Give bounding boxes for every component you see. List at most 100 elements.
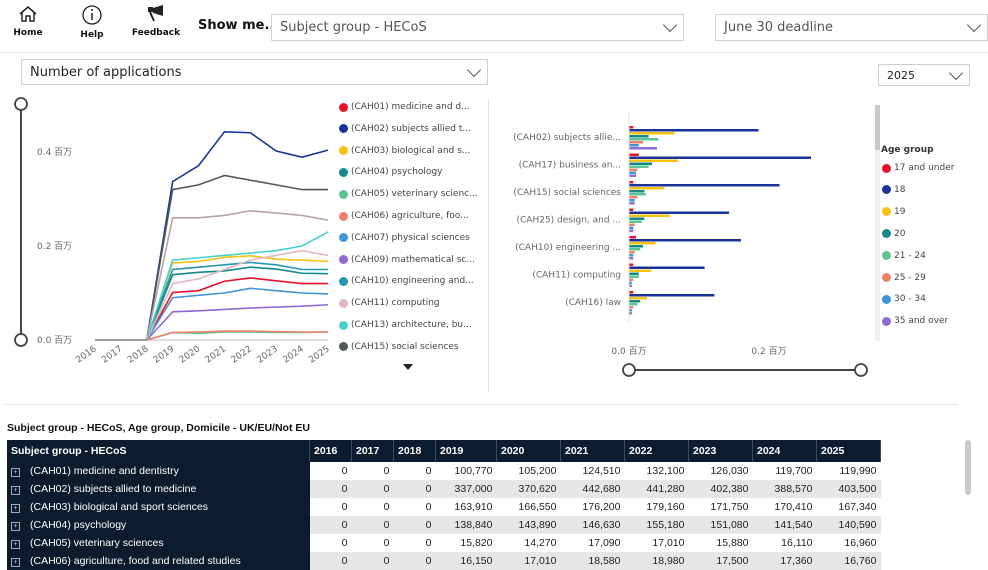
bar[interactable] bbox=[629, 245, 643, 248]
row-header[interactable]: + (CAH02) subjects allied to medicine bbox=[7, 480, 310, 498]
row-header[interactable]: + (CAH06) agriculture, food and related s… bbox=[7, 552, 310, 570]
bar[interactable] bbox=[629, 220, 642, 224]
bar[interactable] bbox=[629, 257, 634, 260]
bar[interactable] bbox=[629, 266, 705, 270]
bar[interactable] bbox=[629, 208, 634, 212]
bar[interactable] bbox=[629, 138, 659, 141]
bar[interactable] bbox=[629, 281, 632, 285]
home-button[interactable]: Home bbox=[3, 4, 53, 38]
age-legend-item[interactable]: 30 - 34 bbox=[882, 294, 926, 304]
column-header[interactable]: 2017 bbox=[351, 440, 394, 462]
bar[interactable] bbox=[629, 126, 634, 129]
bar[interactable] bbox=[629, 269, 652, 273]
bar[interactable] bbox=[629, 132, 675, 135]
bar[interactable] bbox=[629, 239, 741, 242]
bar[interactable] bbox=[629, 144, 639, 147]
expand-icon[interactable]: + bbox=[11, 522, 20, 531]
bar[interactable] bbox=[629, 187, 664, 190]
bar[interactable] bbox=[629, 242, 656, 245]
legend-item[interactable]: (CAH03) biological and s... bbox=[339, 146, 470, 156]
expand-icon[interactable]: + bbox=[11, 558, 20, 567]
age-legend-item[interactable]: 35 and over bbox=[882, 316, 948, 326]
bar[interactable] bbox=[629, 162, 653, 166]
bar[interactable] bbox=[629, 202, 635, 205]
bar[interactable] bbox=[629, 165, 649, 169]
legend-item[interactable]: (CAH05) veterinary scienc... bbox=[339, 189, 478, 199]
column-header[interactable]: 2019 bbox=[435, 440, 497, 462]
bar[interactable] bbox=[629, 171, 636, 175]
legend-item[interactable]: (CAH15) social sciences bbox=[339, 342, 459, 352]
bar[interactable] bbox=[629, 294, 715, 297]
column-header[interactable]: 2016 bbox=[309, 440, 352, 462]
age-legend-item[interactable]: 19 bbox=[882, 207, 905, 217]
x-slider-left-handle[interactable] bbox=[622, 363, 636, 377]
bar[interactable] bbox=[629, 312, 632, 315]
bar[interactable] bbox=[629, 309, 632, 312]
column-header[interactable]: 2022 bbox=[624, 440, 689, 462]
column-header[interactable]: 2018 bbox=[393, 440, 436, 462]
column-header[interactable]: Subject group - HECoS bbox=[7, 440, 310, 462]
bar[interactable] bbox=[629, 223, 635, 227]
bar-legend-scrollbar[interactable] bbox=[875, 105, 880, 341]
table-scrollbar[interactable] bbox=[965, 440, 971, 495]
legend-item[interactable]: (CAH02) subjects allied t... bbox=[339, 124, 471, 134]
year-dropdown[interactable]: 2025 bbox=[878, 64, 970, 86]
bar[interactable] bbox=[629, 196, 638, 199]
column-header[interactable]: 2024 bbox=[752, 440, 817, 462]
bar[interactable] bbox=[629, 159, 678, 163]
bar[interactable] bbox=[629, 229, 634, 233]
bar[interactable] bbox=[629, 147, 657, 150]
bar[interactable] bbox=[629, 184, 780, 187]
bar[interactable] bbox=[629, 300, 641, 303]
expand-icon[interactable]: + bbox=[11, 504, 20, 513]
column-header[interactable]: 2023 bbox=[688, 440, 753, 462]
age-legend-item[interactable]: 20 bbox=[882, 229, 905, 239]
expand-icon[interactable]: + bbox=[11, 540, 20, 549]
column-header[interactable]: 2020 bbox=[496, 440, 561, 462]
bar[interactable] bbox=[629, 248, 641, 251]
bar[interactable] bbox=[629, 193, 646, 196]
bar[interactable] bbox=[629, 275, 639, 279]
bar[interactable] bbox=[629, 236, 636, 239]
bar[interactable] bbox=[629, 211, 730, 215]
legend-item[interactable]: (CAH07) physical sciences bbox=[339, 233, 470, 243]
bar[interactable] bbox=[629, 284, 632, 288]
bar[interactable] bbox=[629, 129, 759, 132]
y-slider-top-handle[interactable] bbox=[14, 97, 28, 111]
legend-item[interactable]: (CAH13) architecture, bu... bbox=[339, 320, 472, 330]
bar[interactable] bbox=[629, 199, 635, 202]
subject-group-dropdown[interactable]: Subject group - HECoS bbox=[271, 14, 684, 41]
expand-icon[interactable]: + bbox=[11, 468, 20, 477]
column-header[interactable]: 2025 bbox=[816, 440, 881, 462]
row-header[interactable]: + (CAH01) medicine and dentistry bbox=[7, 462, 310, 480]
bar[interactable] bbox=[629, 168, 638, 172]
bar[interactable] bbox=[629, 278, 634, 282]
deadline-dropdown[interactable]: June 30 deadline bbox=[715, 14, 988, 41]
age-legend-item[interactable]: 17 and under bbox=[882, 163, 954, 173]
bar[interactable] bbox=[629, 226, 634, 230]
bar[interactable] bbox=[629, 217, 645, 221]
bar[interactable] bbox=[629, 214, 670, 218]
bar[interactable] bbox=[629, 135, 649, 138]
legend-item[interactable]: (CAH09) mathematical sc... bbox=[339, 255, 475, 265]
legend-item[interactable]: (CAH06) agriculture, foo... bbox=[339, 211, 469, 221]
bar[interactable] bbox=[629, 291, 634, 294]
row-header[interactable]: + (CAH05) veterinary sciences bbox=[7, 534, 310, 552]
legend-item[interactable]: (CAH10) engineering and... bbox=[339, 276, 474, 286]
y-slider-bottom-handle[interactable] bbox=[14, 333, 28, 347]
bar[interactable] bbox=[629, 190, 645, 193]
measure-dropdown[interactable]: Number of applications bbox=[21, 59, 488, 85]
column-header[interactable]: 2021 bbox=[560, 440, 625, 462]
legend-item[interactable]: (CAH01) medicine and d... bbox=[339, 102, 470, 112]
bar[interactable] bbox=[629, 263, 634, 267]
row-header[interactable]: + (CAH04) psychology bbox=[7, 516, 310, 534]
bar[interactable] bbox=[629, 251, 635, 254]
age-legend-item[interactable]: 18 bbox=[882, 185, 905, 195]
age-legend-item[interactable]: 21 - 24 bbox=[882, 251, 926, 261]
bar[interactable] bbox=[629, 153, 639, 157]
legend-item[interactable]: (CAH04) psychology bbox=[339, 167, 442, 177]
bar[interactable] bbox=[629, 303, 638, 306]
age-legend-item[interactable]: 25 - 29 bbox=[882, 273, 926, 283]
bar[interactable] bbox=[629, 272, 639, 276]
help-button[interactable]: Help bbox=[67, 4, 117, 40]
